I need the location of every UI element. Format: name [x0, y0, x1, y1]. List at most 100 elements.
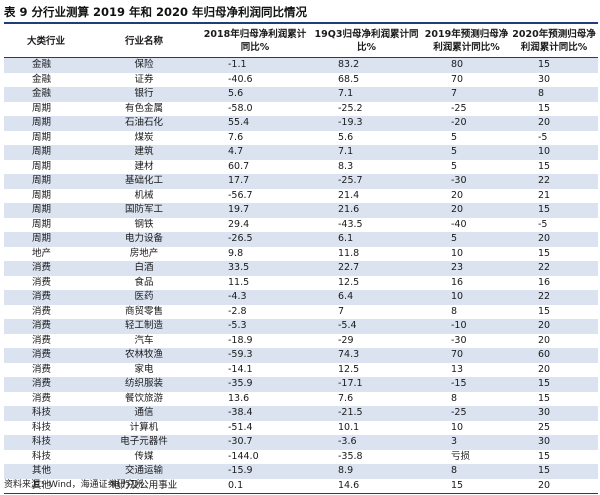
cell-industry: 基础化工: [88, 174, 200, 189]
cell-category: 其他: [4, 478, 88, 494]
cell-2020-forecast: 15: [510, 449, 598, 464]
cell-2020-forecast: 16: [510, 275, 598, 290]
cell-19q3-growth: -17.1: [310, 377, 423, 392]
cell-2018-growth: 19.7: [200, 203, 310, 218]
cell-2020-forecast: -5: [510, 217, 598, 232]
cell-19q3-growth: 68.5: [310, 72, 423, 87]
cell-category: 周期: [4, 188, 88, 203]
cell-2018-growth: 5.6: [200, 87, 310, 102]
cell-category: 消费: [4, 362, 88, 377]
cell-2018-growth: -18.9: [200, 333, 310, 348]
cell-2018-growth: -144.0: [200, 449, 310, 464]
table-row: 科技 电子元器件 -30.7 -3.6 3 30: [4, 435, 598, 450]
table-row: 周期 钢铁 29.4 -43.5 -40 -5: [4, 217, 598, 232]
cell-industry: 证券: [88, 72, 200, 87]
header-2020-forecast: 2020年预测归母净利润累计同比%: [510, 25, 598, 58]
cell-2020-forecast: 15: [510, 159, 598, 174]
header-19q3-growth: 19Q3归母净利润累计同比%: [310, 25, 423, 58]
cell-2019-forecast: 7: [423, 87, 510, 102]
cell-2019-forecast: 20: [423, 188, 510, 203]
table-row: 消费 食品 11.5 12.5 16 16: [4, 275, 598, 290]
cell-industry: 电力设备: [88, 232, 200, 247]
cell-19q3-growth: -25.7: [310, 174, 423, 189]
cell-category: 科技: [4, 449, 88, 464]
cell-2018-growth: -51.4: [200, 420, 310, 435]
cell-industry: 汽车: [88, 333, 200, 348]
cell-2019-forecast: -20: [423, 116, 510, 131]
cell-2020-forecast: 22: [510, 174, 598, 189]
cell-2019-forecast: 13: [423, 362, 510, 377]
cell-19q3-growth: 6.4: [310, 290, 423, 305]
table-row: 周期 建筑 4.7 7.1 5 10: [4, 145, 598, 160]
cell-2020-forecast: 60: [510, 348, 598, 363]
cell-industry: 保险: [88, 57, 200, 73]
cell-industry: 餐饮旅游: [88, 391, 200, 406]
cell-19q3-growth: 12.5: [310, 362, 423, 377]
cell-2018-growth: 60.7: [200, 159, 310, 174]
cell-2019-forecast: -10: [423, 319, 510, 334]
cell-2020-forecast: 30: [510, 406, 598, 421]
table-row: 周期 石油石化 55.4 -19.3 -20 20: [4, 116, 598, 131]
table-row: 消费 家电 -14.1 12.5 13 20: [4, 362, 598, 377]
header-industry: 行业名称: [88, 25, 200, 58]
industry-profit-table: 大类行业 行业名称 2018年归母净利润累计同比% 19Q3归母净利润累计同比%…: [4, 25, 598, 494]
cell-2018-growth: 55.4: [200, 116, 310, 131]
table-row: 消费 轻工制造 -5.3 -5.4 -10 20: [4, 319, 598, 334]
cell-category: 消费: [4, 261, 88, 276]
cell-2018-growth: -26.5: [200, 232, 310, 247]
table-row: 周期 基础化工 17.7 -25.7 -30 22: [4, 174, 598, 189]
cell-2020-forecast: 20: [510, 362, 598, 377]
cell-category: 周期: [4, 174, 88, 189]
cell-2018-growth: -14.1: [200, 362, 310, 377]
cell-2020-forecast: 30: [510, 435, 598, 450]
cell-industry: 农林牧渔: [88, 348, 200, 363]
cell-2019-forecast: 10: [423, 420, 510, 435]
cell-2020-forecast: 20: [510, 319, 598, 334]
cell-category: 科技: [4, 406, 88, 421]
cell-2019-forecast: 10: [423, 246, 510, 261]
cell-industry: 建筑: [88, 145, 200, 160]
cell-2020-forecast: 15: [510, 246, 598, 261]
cell-2018-growth: 4.7: [200, 145, 310, 160]
cell-category: 周期: [4, 217, 88, 232]
title-rule: [4, 22, 598, 24]
cell-category: 消费: [4, 275, 88, 290]
cell-2020-forecast: 20: [510, 333, 598, 348]
cell-industry: 医药: [88, 290, 200, 305]
cell-19q3-growth: 10.1: [310, 420, 423, 435]
cell-2018-growth: -1.1: [200, 57, 310, 73]
cell-2018-growth: 33.5: [200, 261, 310, 276]
cell-category: 消费: [4, 377, 88, 392]
cell-2019-forecast: 23: [423, 261, 510, 276]
cell-19q3-growth: 14.6: [310, 478, 423, 494]
cell-category: 金融: [4, 87, 88, 102]
cell-19q3-growth: -43.5: [310, 217, 423, 232]
cell-category: 其他: [4, 464, 88, 479]
cell-2018-growth: -56.7: [200, 188, 310, 203]
cell-category: 金融: [4, 57, 88, 73]
cell-2018-growth: 7.6: [200, 130, 310, 145]
cell-2020-forecast: 22: [510, 290, 598, 305]
cell-2019-forecast: 5: [423, 159, 510, 174]
table-title: 表 9 分行业测算 2019 年和 2020 年归母净利润同比情况: [4, 5, 308, 19]
table-row: 金融 银行 5.6 7.1 7 8: [4, 87, 598, 102]
cell-category: 周期: [4, 101, 88, 116]
cell-2019-forecast: -15: [423, 377, 510, 392]
table-row: 消费 农林牧渔 -59.3 74.3 70 60: [4, 348, 598, 363]
cell-category: 科技: [4, 420, 88, 435]
table-row: 其他 交通运输 -15.9 8.9 8 15: [4, 464, 598, 479]
cell-2019-forecast: 80: [423, 57, 510, 73]
cell-industry: 银行: [88, 87, 200, 102]
cell-2020-forecast: 15: [510, 464, 598, 479]
cell-19q3-growth: 74.3: [310, 348, 423, 363]
table-row: 科技 传媒 -144.0 -35.8 亏损 15: [4, 449, 598, 464]
cell-19q3-growth: 5.6: [310, 130, 423, 145]
cell-2018-growth: -30.7: [200, 435, 310, 450]
cell-industry: 纺织服装: [88, 377, 200, 392]
cell-2019-forecast: 70: [423, 72, 510, 87]
cell-2020-forecast: 15: [510, 304, 598, 319]
cell-19q3-growth: 7: [310, 304, 423, 319]
cell-industry: 有色金属: [88, 101, 200, 116]
cell-industry: 交通运输: [88, 464, 200, 479]
cell-2018-growth: -15.9: [200, 464, 310, 479]
